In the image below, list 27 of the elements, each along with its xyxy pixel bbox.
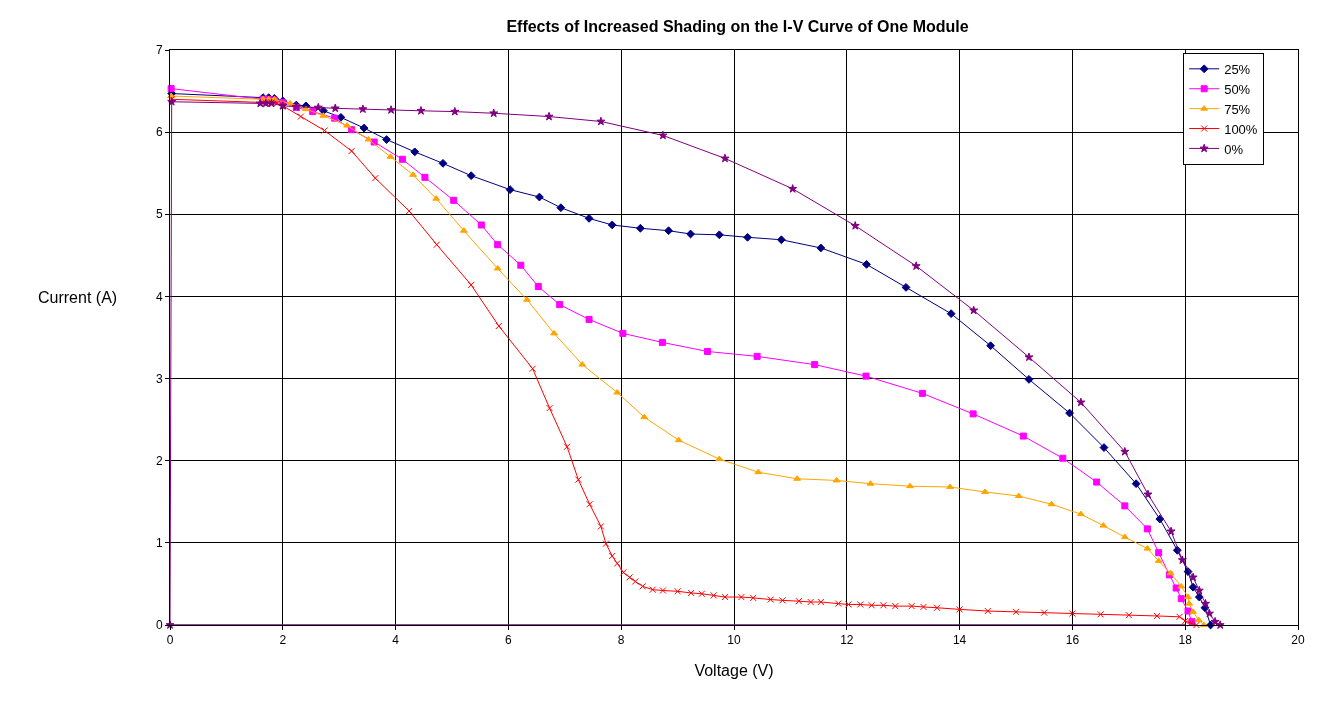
x-tick-label: 6: [505, 633, 513, 648]
y-tick-label: 7: [155, 43, 163, 58]
legend-label: 75%: [1224, 101, 1251, 117]
x-tick-label: 0: [166, 633, 174, 648]
x-tick-label: 20: [1291, 633, 1305, 648]
y-tick-label: 5: [155, 207, 163, 222]
y-tick-label: 0: [155, 618, 163, 633]
legend-label: 50%: [1224, 81, 1251, 97]
y-tick-label: 6: [155, 125, 163, 140]
chart-title: Effects of Increased Shading on the I-V Curve of One Module: [506, 18, 969, 36]
y-tick-label: 1: [155, 536, 163, 551]
x-tick-label: 16: [1065, 633, 1080, 648]
legend-label: 0%: [1224, 141, 1244, 157]
legend-label: 25%: [1224, 61, 1251, 77]
y-axis-title: Current (A): [38, 289, 118, 306]
x-tick-label: 18: [1178, 633, 1193, 648]
x-tick-label: 14: [952, 633, 967, 648]
x-tick-label: 10: [727, 633, 741, 648]
y-tick-label: 3: [155, 371, 163, 386]
x-axis-title: Voltage (V): [694, 662, 774, 680]
x-tick-label: 8: [617, 633, 625, 648]
y-tick-label: 2: [155, 453, 163, 468]
y-tick-label: 4: [155, 289, 163, 304]
legend-label: 100%: [1224, 121, 1258, 137]
x-tick-label: 4: [392, 633, 400, 648]
x-tick-label: 2: [279, 633, 287, 648]
x-tick-label: 12: [840, 633, 854, 648]
